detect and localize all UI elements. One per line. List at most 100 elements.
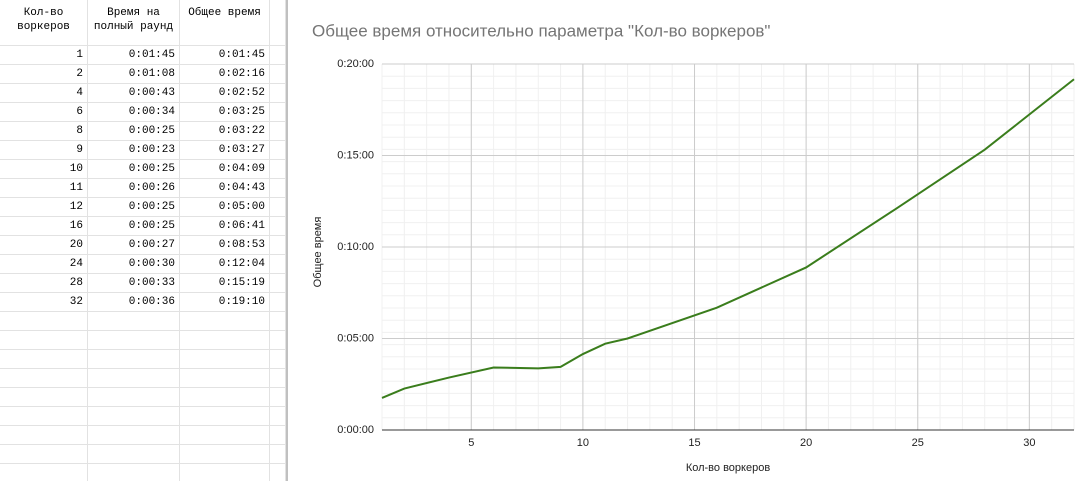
header-cell: Общее время <box>180 0 270 46</box>
empty-cell <box>88 369 180 388</box>
x-tick-label: 10 <box>577 437 589 449</box>
table-cell: 0:12:04 <box>180 255 270 274</box>
empty-cell <box>180 331 270 350</box>
x-axis-label: Кол-во воркеров <box>686 462 771 474</box>
table-cell: 0:00:25 <box>88 198 180 217</box>
table-cell: 0:06:41 <box>180 217 270 236</box>
empty-cell <box>270 122 286 141</box>
empty-cell <box>88 388 180 407</box>
line <box>381 78 1075 399</box>
table-cell: 0:08:53 <box>180 236 270 255</box>
table-cell: 0:05:00 <box>180 198 270 217</box>
empty-cell <box>270 445 286 464</box>
x-tick-label: 15 <box>688 437 700 449</box>
empty-cell <box>88 331 180 350</box>
table-cell: 1 <box>0 46 88 65</box>
table-cell: 0:00:34 <box>88 103 180 122</box>
table-cell: 0:00:26 <box>88 179 180 198</box>
empty-cell <box>270 84 286 103</box>
table-cell: 28 <box>0 274 88 293</box>
empty-cell <box>270 141 286 160</box>
table-cell: 6 <box>0 103 88 122</box>
empty-cell <box>0 388 88 407</box>
empty-cell <box>180 312 270 331</box>
table-cell: 0:00:25 <box>88 160 180 179</box>
table-cell: 0:19:10 <box>180 293 270 312</box>
table-cell: 4 <box>0 84 88 103</box>
table-cell: 0:00:25 <box>88 122 180 141</box>
table-cell: 0:00:36 <box>88 293 180 312</box>
y-tick-label: 0:00:00 <box>337 424 374 436</box>
y-tick-label: 0:15:00 <box>337 149 374 161</box>
table-cell: 0:04:09 <box>180 160 270 179</box>
empty-cell <box>270 407 286 426</box>
y-tick-label: 0:10:00 <box>337 241 374 253</box>
spreadsheet: Кол-во воркеров Время на полный раунд Обще… <box>0 0 288 481</box>
empty-cell <box>270 179 286 198</box>
empty-cell <box>270 369 286 388</box>
empty-cell <box>270 198 286 217</box>
empty-cell <box>180 445 270 464</box>
empty-cell <box>270 274 286 293</box>
chart: Общее время относительно параметра "Кол-… <box>312 21 1075 474</box>
table-cell: 0:03:27 <box>180 141 270 160</box>
empty-cell <box>270 331 286 350</box>
x-tick-label: 20 <box>800 437 812 449</box>
empty-cell <box>270 46 286 65</box>
table-cell: 32 <box>0 293 88 312</box>
table-cell: 0:00:25 <box>88 217 180 236</box>
table-cell: 0:01:08 <box>88 65 180 84</box>
empty-cell <box>270 255 286 274</box>
table-cell: 0:00:33 <box>88 274 180 293</box>
table-cell: 8 <box>0 122 88 141</box>
empty-cell <box>88 350 180 369</box>
empty-cell <box>270 464 286 481</box>
table-cell: 9 <box>0 141 88 160</box>
table-cell: 0:03:25 <box>180 103 270 122</box>
empty-cell <box>180 407 270 426</box>
table-cell: 0:00:43 <box>88 84 180 103</box>
empty-cell <box>270 293 286 312</box>
empty-cell <box>0 331 88 350</box>
y-axis-label: Общее время <box>312 217 324 288</box>
y-tick-label: 0:05:00 <box>337 332 374 344</box>
empty-cell <box>88 407 180 426</box>
table-cell: 0:00:30 <box>88 255 180 274</box>
empty-cell <box>88 464 180 481</box>
empty-cell <box>88 445 180 464</box>
table-cell: 0:02:52 <box>180 84 270 103</box>
x-tick-label: 5 <box>468 437 474 449</box>
empty-cell <box>88 426 180 445</box>
empty-cell <box>180 464 270 481</box>
table-cell: 0:01:45 <box>180 46 270 65</box>
table-cell: 12 <box>0 198 88 217</box>
x-tick-label: 30 <box>1023 437 1035 449</box>
empty-cell <box>0 312 88 331</box>
table-cell: 0:03:22 <box>180 122 270 141</box>
empty-cell <box>0 464 88 481</box>
empty-cell <box>270 426 286 445</box>
empty-cell <box>270 312 286 331</box>
table-cell: 16 <box>0 217 88 236</box>
empty-cell <box>270 236 286 255</box>
empty-cell <box>270 388 286 407</box>
table-cell: 24 <box>0 255 88 274</box>
empty-cell <box>270 350 286 369</box>
empty-cell <box>270 160 286 179</box>
table-cell: 20 <box>0 236 88 255</box>
empty-cell <box>180 350 270 369</box>
table-cell: 0:02:16 <box>180 65 270 84</box>
table-cell: 0:01:45 <box>88 46 180 65</box>
empty-cell <box>0 445 88 464</box>
table-cell: 0:00:23 <box>88 141 180 160</box>
empty-cell <box>180 369 270 388</box>
empty-cell <box>0 369 88 388</box>
table-cell: 0:04:43 <box>180 179 270 198</box>
y-tick-label: 0:20:00 <box>337 58 374 70</box>
empty-cell <box>270 0 286 46</box>
table-cell: 0:15:19 <box>180 274 270 293</box>
table-cell: 10 <box>0 160 88 179</box>
chart-title: Общее время относительно параметра "Кол-… <box>312 21 770 40</box>
empty-cell <box>270 103 286 122</box>
x-tick-label: 25 <box>912 437 924 449</box>
